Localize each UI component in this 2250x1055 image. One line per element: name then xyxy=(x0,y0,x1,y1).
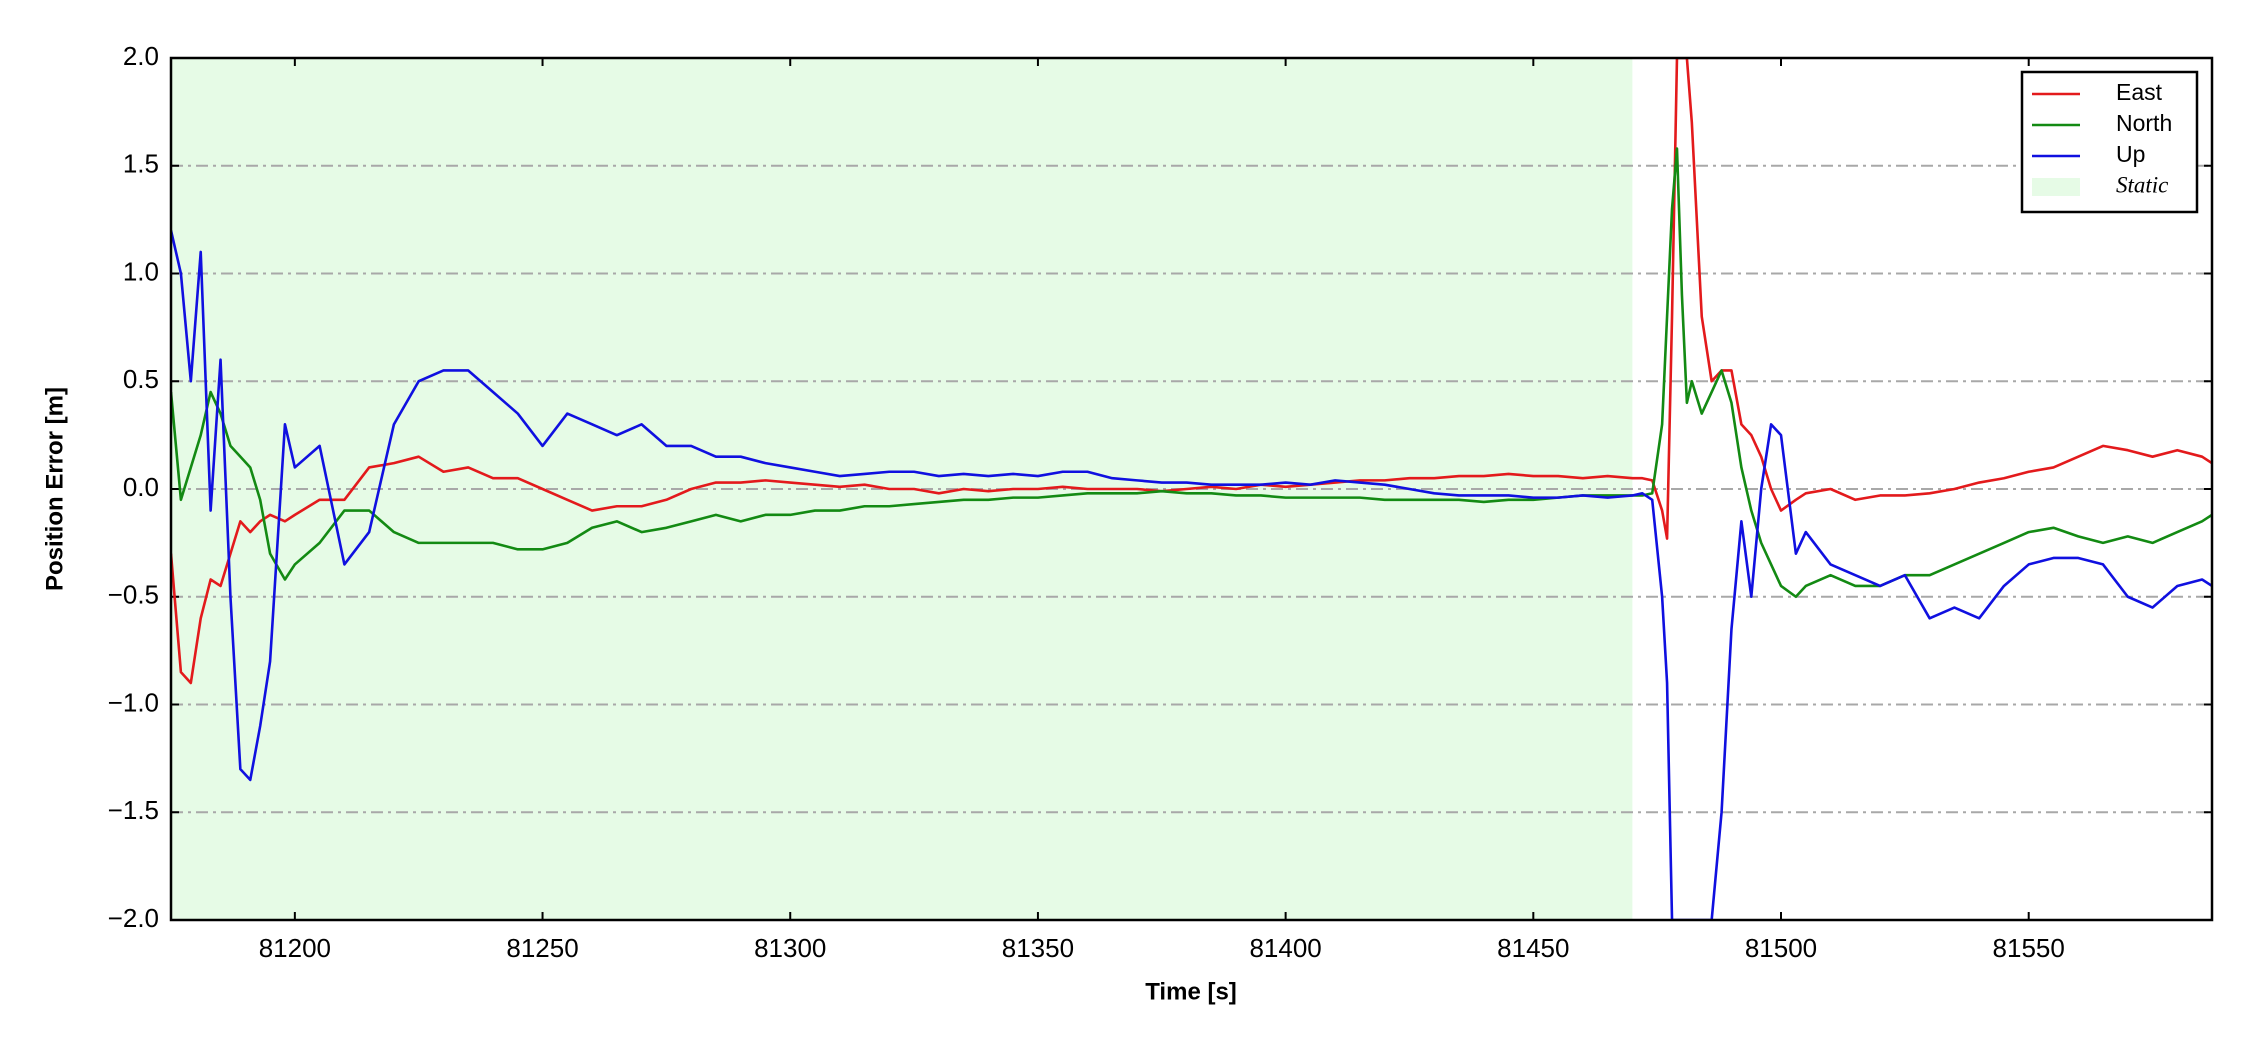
series-line xyxy=(171,58,2212,685)
y-tick-label: −2.0 xyxy=(108,903,159,933)
y-tick-label: −0.5 xyxy=(108,580,159,610)
x-axis-label: Time [s] xyxy=(1145,978,1237,1005)
series-line xyxy=(171,230,2212,920)
x-tick-label: 81400 xyxy=(1249,933,1321,963)
x-tick-label: 81250 xyxy=(506,933,578,963)
legend-label: East xyxy=(2116,79,2163,105)
x-tick-label: 81450 xyxy=(1497,933,1569,963)
plot-area xyxy=(171,58,2212,920)
legend-label: Up xyxy=(2116,141,2145,167)
x-tick-label: 81500 xyxy=(1745,933,1817,963)
y-tick-label: 1.5 xyxy=(123,149,159,179)
legend-label: Static xyxy=(2116,172,2168,197)
y-tick-label: −1.0 xyxy=(108,687,159,717)
y-axis-label: Position Error [m] xyxy=(41,387,68,591)
y-tick-label: 0.5 xyxy=(123,364,159,394)
legend-label: North xyxy=(2116,110,2172,136)
x-tick-label: 81550 xyxy=(1993,933,2065,963)
y-tick-label: 0.0 xyxy=(123,472,159,502)
x-tick-label: 81350 xyxy=(1002,933,1074,963)
legend-swatch xyxy=(2032,178,2080,196)
x-tick-label: 81200 xyxy=(259,933,331,963)
x-tick-label: 81300 xyxy=(754,933,826,963)
series-line xyxy=(171,147,2212,599)
y-tick-label: −1.5 xyxy=(108,795,159,825)
y-tick-label: 1.0 xyxy=(123,256,159,286)
y-tick-label: 2.0 xyxy=(123,41,159,71)
plot-frame xyxy=(169,56,2214,922)
